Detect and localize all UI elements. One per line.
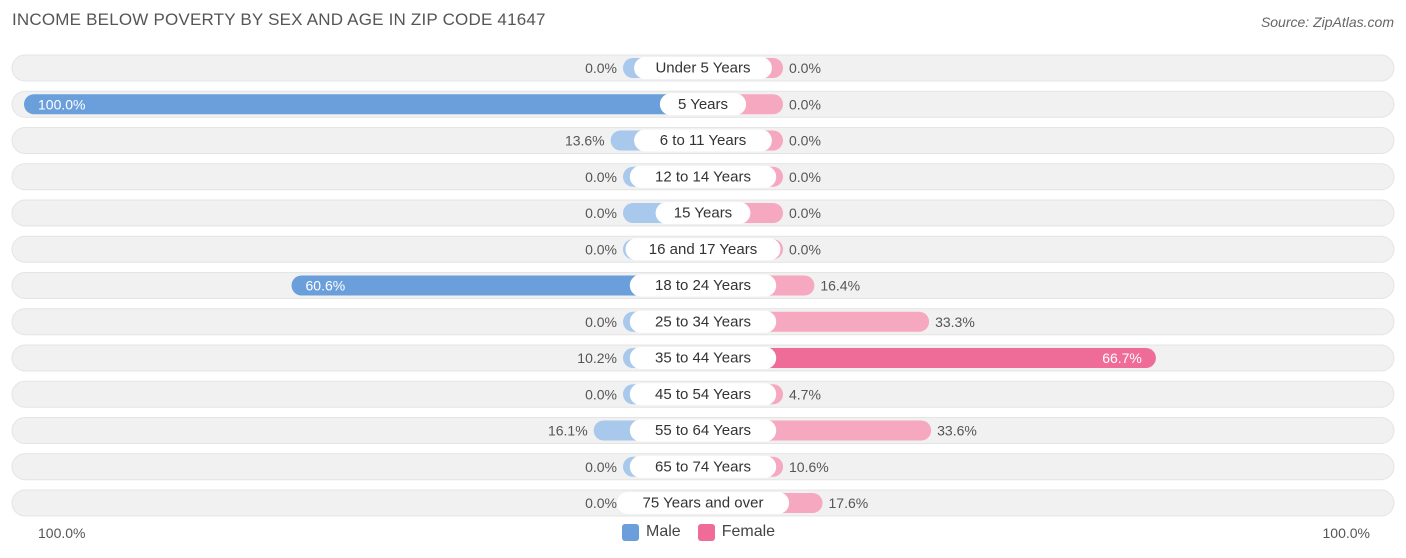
male-bar xyxy=(24,94,703,115)
male-value-label: 0.0% xyxy=(585,241,617,257)
female-value-label: 0.0% xyxy=(789,241,821,257)
female-value-label: 4.7% xyxy=(789,386,821,402)
legend-swatch-male xyxy=(622,523,639,541)
male-value-label: 0.0% xyxy=(585,314,617,330)
category-pill xyxy=(616,492,790,514)
category-label: 65 to 74 Years xyxy=(655,458,751,475)
male-value-label: 0.0% xyxy=(585,169,617,185)
category-label: 25 to 34 Years xyxy=(655,313,751,330)
category-pill xyxy=(629,310,777,333)
category-pill xyxy=(629,347,777,369)
female-value-label: 17.6% xyxy=(829,495,869,511)
female-value-label: 66.7% xyxy=(1102,350,1142,366)
male-value-label: 0.0% xyxy=(585,60,617,76)
male-value-label: 13.6% xyxy=(565,133,605,149)
female-value-label: 10.6% xyxy=(789,459,829,475)
legend-item-male: Male xyxy=(622,523,681,541)
female-bar xyxy=(703,348,1156,368)
category-label: 15 Years xyxy=(674,205,732,222)
male-value-label: 0.0% xyxy=(585,495,617,511)
category-pill xyxy=(629,383,777,406)
male-value-label: 0.0% xyxy=(585,205,617,221)
category-pill xyxy=(629,165,777,188)
category-pill xyxy=(629,455,777,478)
legend: Male Female xyxy=(622,523,792,541)
axis-left-label: 100.0% xyxy=(38,525,86,541)
female-value-label: 0.0% xyxy=(789,205,821,221)
chart-title: INCOME BELOW POVERTY BY SEX AND AGE IN Z… xyxy=(12,10,546,29)
category-pill xyxy=(629,274,777,297)
legend-label-male: Male xyxy=(646,523,681,540)
category-label: 6 to 11 Years xyxy=(660,132,746,149)
legend-label-female: Female xyxy=(721,523,776,540)
male-value-label: 0.0% xyxy=(585,459,617,475)
male-value-label: 16.1% xyxy=(548,423,588,439)
category-label: 12 to 14 Years xyxy=(655,168,751,185)
female-value-label: 0.0% xyxy=(789,60,821,76)
category-pill xyxy=(625,238,781,261)
male-bar xyxy=(291,275,703,296)
chart-area: 0.0% 0.0% Under 5 Years 100.0% 0.0% 5 Years 13… xyxy=(11,54,1395,517)
category-label: 18 to 24 Years xyxy=(655,277,751,294)
category-pill xyxy=(634,129,772,152)
female-value-label: 33.6% xyxy=(937,423,977,439)
category-label: 5 Years xyxy=(678,96,728,113)
female-value-label: 33.3% xyxy=(935,314,975,330)
category-pill xyxy=(655,202,751,224)
category-label: 45 to 54 Years xyxy=(655,386,751,403)
legend-swatch-female xyxy=(697,523,715,541)
category-label: 35 to 44 Years xyxy=(655,350,751,367)
male-value-label: 10.2% xyxy=(577,350,617,366)
axis-right-label: 100.0% xyxy=(1322,525,1370,541)
male-value-label: 0.0% xyxy=(585,386,617,402)
category-pill xyxy=(659,93,747,116)
female-value-label: 16.4% xyxy=(820,278,860,294)
category-label: 75 Years and over xyxy=(643,495,764,512)
category-label: 55 to 64 Years xyxy=(655,422,751,439)
category-label: 16 and 17 Years xyxy=(649,241,757,258)
female-value-label: 0.0% xyxy=(789,96,821,112)
category-label: Under 5 Years xyxy=(655,60,750,77)
female-value-label: 0.0% xyxy=(789,133,821,149)
legend-item-female: Female xyxy=(697,523,776,541)
category-pill xyxy=(629,419,777,442)
male-value-label: 60.6% xyxy=(306,278,346,294)
category-pill xyxy=(634,57,772,79)
female-value-label: 0.0% xyxy=(789,169,821,185)
source-label: Source: ZipAtlas.com xyxy=(1260,14,1394,30)
male-value-label: 100.0% xyxy=(38,96,85,112)
